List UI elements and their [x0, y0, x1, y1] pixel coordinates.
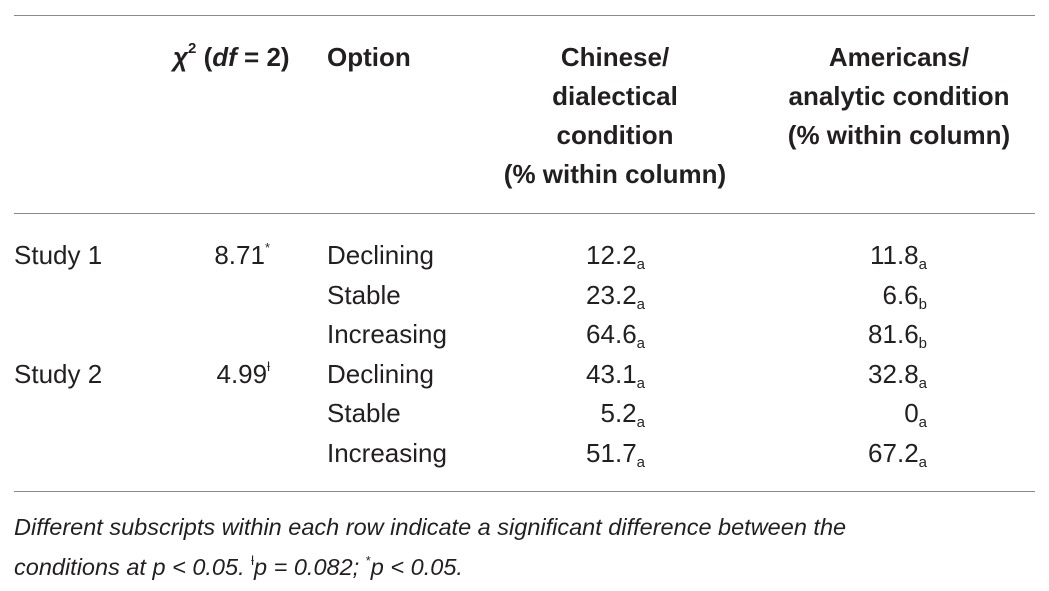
table-top-rule — [14, 15, 1035, 16]
chinese-percent: 12.2a — [586, 240, 645, 273]
header-chi-square: χ2 (df = 2) — [173, 40, 290, 72]
option-label: Declining — [327, 359, 434, 389]
americans-percent: 32.8a — [868, 359, 927, 392]
americans-percent: 6.6b — [882, 280, 928, 313]
americans-percent: 0a — [904, 398, 927, 431]
americans-percent: 81.6b — [868, 319, 927, 352]
header-americans-condition: Americans/ analytic condition (% within … — [787, 42, 1011, 150]
chinese-percent: 5.2a — [600, 398, 646, 431]
header-option: Option — [327, 42, 411, 72]
chinese-percent: 64.6a — [586, 319, 645, 352]
option-label: Increasing — [327, 319, 447, 349]
chi-square-value: 8.71* — [214, 240, 270, 270]
header-chinese-condition: Chinese/ dialectical condition (% within… — [503, 42, 727, 189]
table-bottom-rule — [14, 491, 1035, 492]
option-label: Increasing — [327, 438, 447, 468]
option-label: Declining — [327, 240, 434, 270]
table-header-rule — [14, 213, 1035, 214]
americans-percent: 11.8a — [869, 240, 927, 273]
chinese-percent: 43.1a — [586, 359, 645, 392]
study-label: Study 1 — [14, 240, 103, 270]
table-footnote: Different subscripts within each row ind… — [14, 514, 847, 580]
option-label: Stable — [327, 280, 401, 310]
study-label: Study 2 — [14, 359, 103, 389]
americans-percent: 67.2a — [868, 438, 927, 471]
option-label: Stable — [327, 398, 401, 428]
chinese-percent: 23.2a — [586, 280, 645, 313]
chinese-percent: 51.7a — [586, 438, 645, 471]
chi-square-value: 4.99ƚ — [216, 359, 271, 389]
